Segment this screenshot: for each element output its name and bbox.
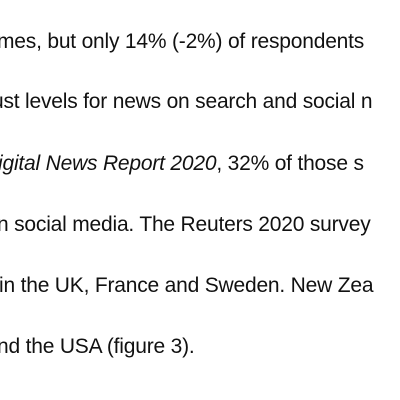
- text-line-1: mes, but only 14% (-2%) of respondents: [0, 30, 365, 53]
- text-line-2: ust levels for news on search and social…: [0, 90, 373, 113]
- text-line-3: igital News Report 2020, 32% of those s: [0, 151, 364, 177]
- report-title-italic: igital News Report 2020: [0, 152, 217, 175]
- text-line-3-rest: , 32% of those s: [216, 152, 364, 175]
- text-line-4: n social media. The Reuters 2020 survey: [0, 213, 371, 236]
- text-line-5: in the UK, France and Sweden. New Zea: [0, 274, 374, 297]
- text-line-6: nd the USA (figure 3).: [0, 335, 195, 358]
